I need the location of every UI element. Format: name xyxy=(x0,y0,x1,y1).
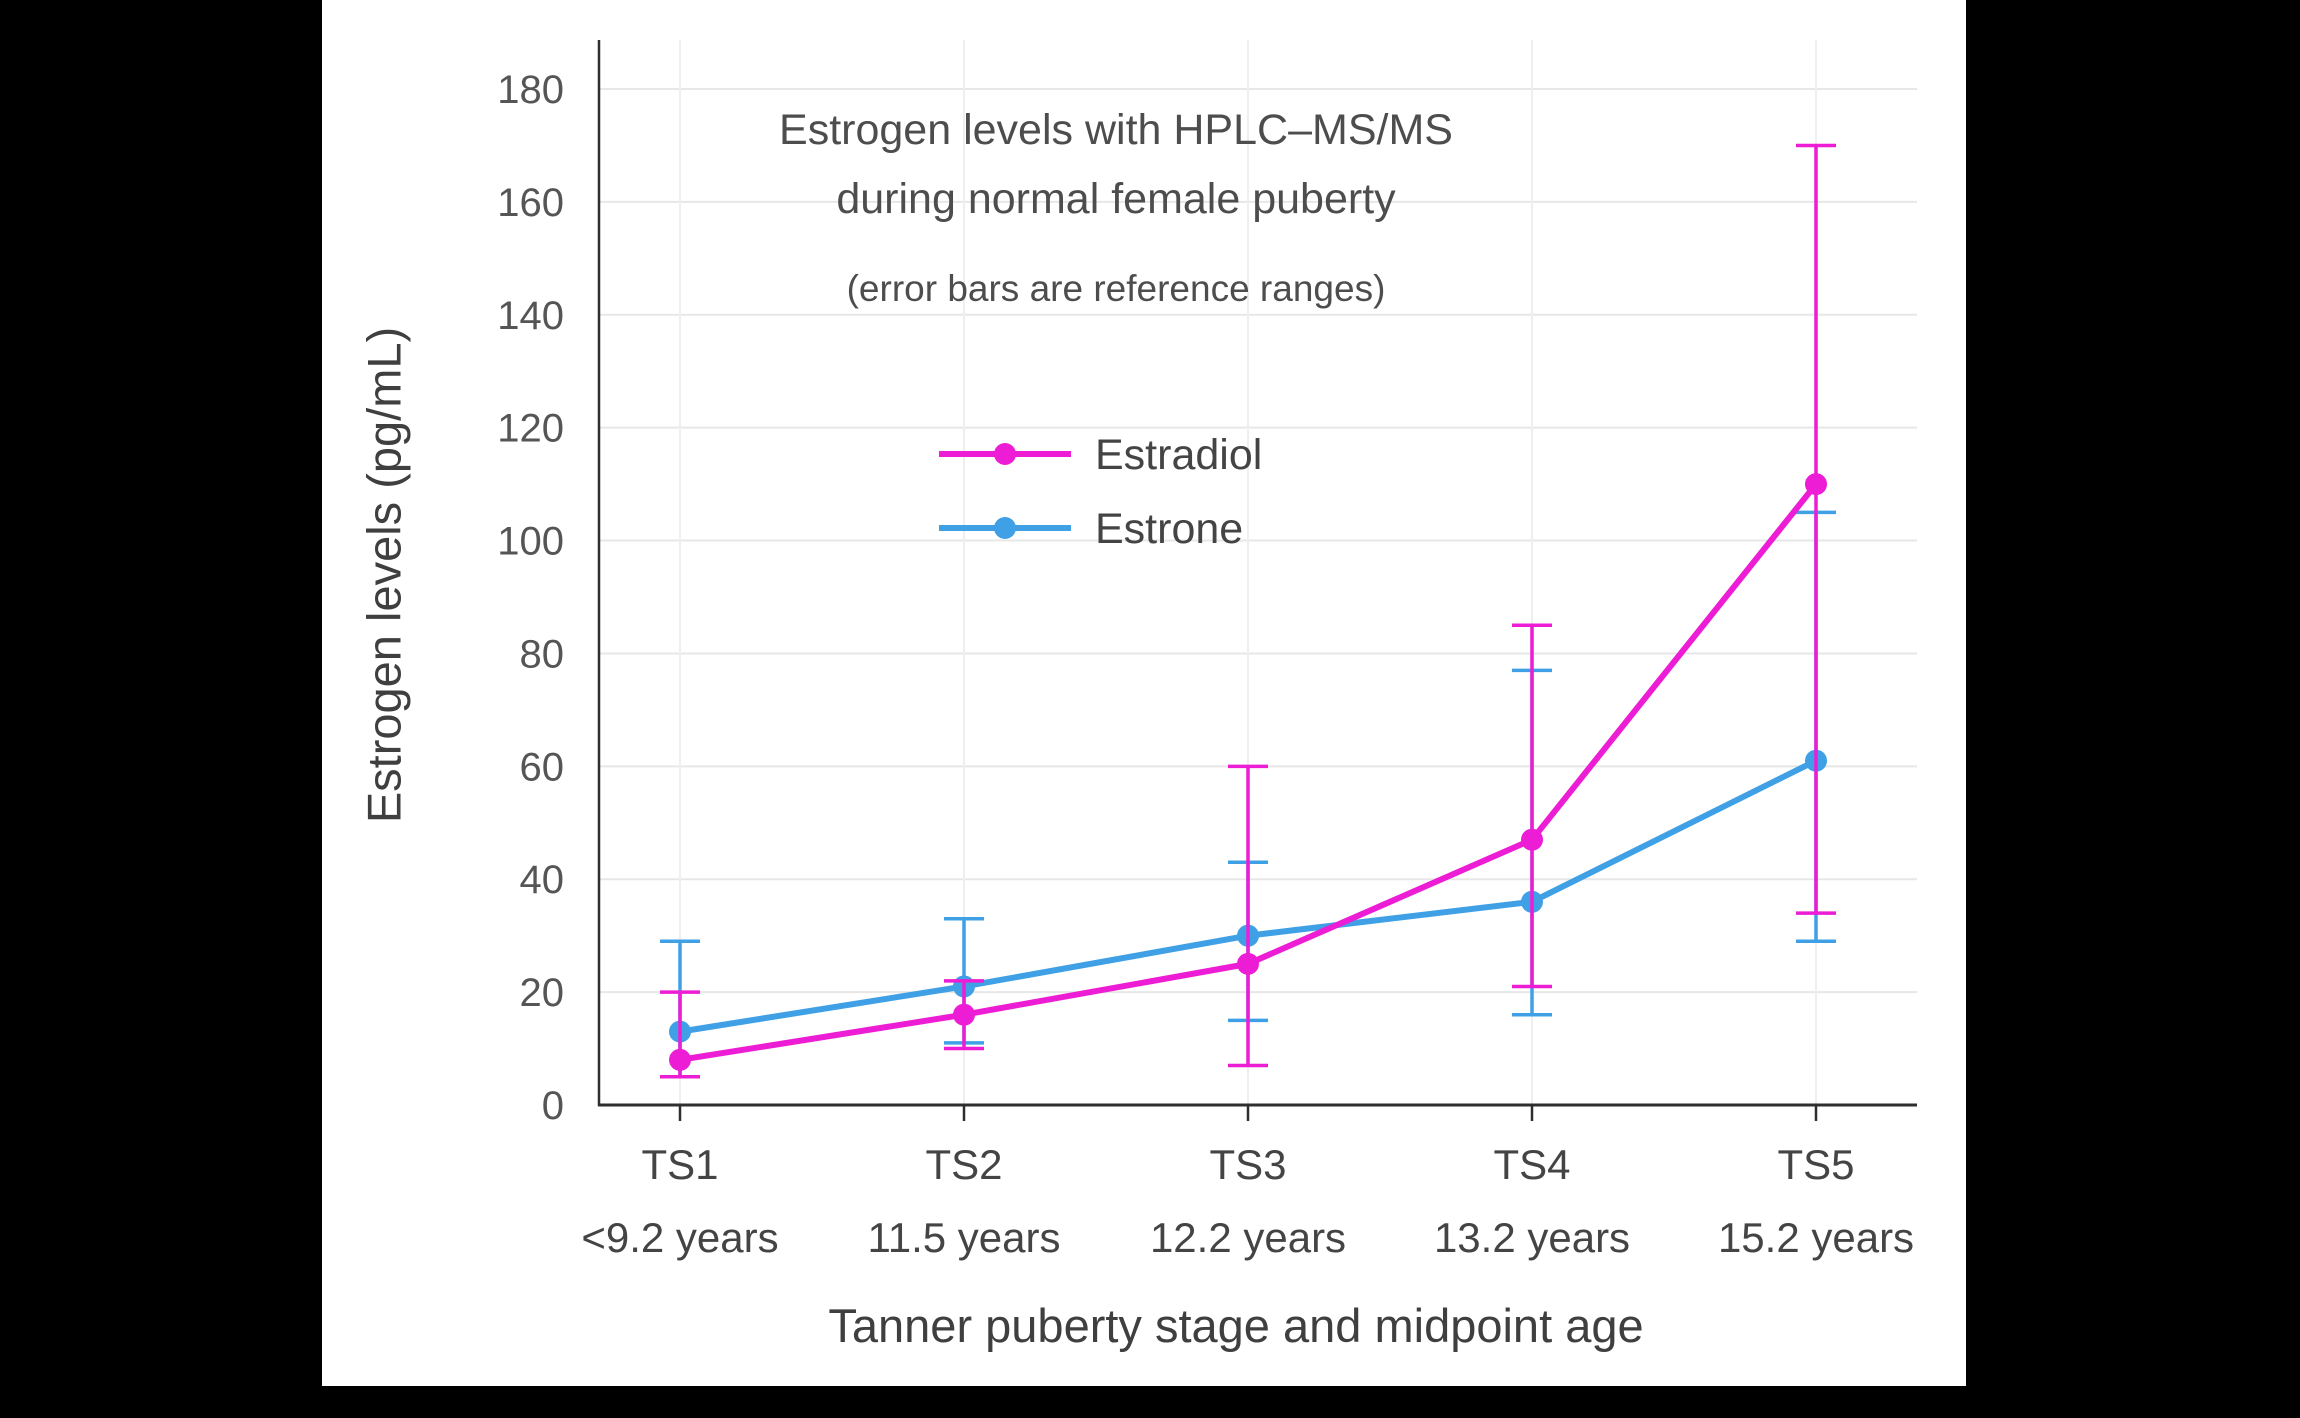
y-tick-label: 100 xyxy=(497,520,564,564)
x-age-label: <9.2 years xyxy=(581,1214,778,1261)
y-tick-label: 40 xyxy=(520,858,565,902)
x-axis-label: Tanner puberty stage and midpoint age xyxy=(828,1299,1644,1352)
x-age-label: 13.2 years xyxy=(1434,1214,1630,1261)
y-tick-label: 20 xyxy=(520,971,565,1015)
legend-marker-estradiol xyxy=(994,443,1016,465)
x-tick-label: TS1 xyxy=(641,1141,718,1188)
chart-panel: 0 20 40 60 80 100 120 140 160 180 TS1 TS2 TS3 TS4 TS5 <… xyxy=(322,0,1966,1386)
y-tick-label: 60 xyxy=(520,745,565,789)
x-age-label: 15.2 years xyxy=(1718,1214,1914,1261)
y-tick-label: 120 xyxy=(497,407,564,451)
y-tick-label: 80 xyxy=(520,632,565,676)
x-tick-label: TS3 xyxy=(1209,1141,1286,1188)
x-tick-label: TS5 xyxy=(1777,1141,1854,1188)
estradiol-marker xyxy=(1521,828,1543,851)
y-tick-label: 0 xyxy=(542,1084,564,1128)
x-tick-label: TS2 xyxy=(925,1141,1002,1188)
legend-label-estradiol: Estradiol xyxy=(1095,431,1262,479)
y-tick-label: 140 xyxy=(497,294,564,338)
x-tick-label: TS4 xyxy=(1493,1141,1570,1188)
chart-title: Estrogen levels with HPLC–MS/MS during n… xyxy=(779,106,1453,223)
estradiol-marker xyxy=(1237,952,1259,975)
estradiol-marker xyxy=(1805,473,1827,496)
y-axis-label: Estrogen levels (pg/mL) xyxy=(357,326,411,824)
legend-marker-estrone xyxy=(994,517,1016,539)
estradiol-marker xyxy=(669,1048,691,1071)
chart-subtitle: (error bars are reference ranges) xyxy=(846,268,1386,309)
x-age-label: 11.5 years xyxy=(868,1214,1061,1261)
chart-svg: 0 20 40 60 80 100 120 140 160 180 TS1 TS2 TS3 TS4 TS5 <… xyxy=(497,40,1917,1261)
legend-label-estrone: Estrone xyxy=(1095,505,1243,553)
estradiol-marker xyxy=(953,1003,975,1026)
x-age-label: 12.2 years xyxy=(1150,1214,1346,1261)
y-tick-label: 160 xyxy=(497,181,564,225)
y-tick-label: 180 xyxy=(497,68,564,112)
